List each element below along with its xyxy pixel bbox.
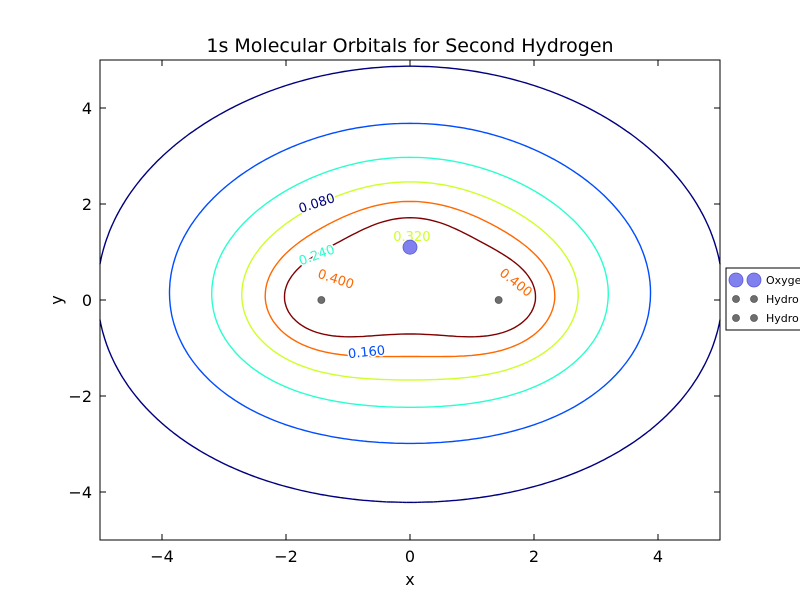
contour-line-1-23 bbox=[99, 65, 721, 265]
y-tick-label: −2 bbox=[68, 387, 92, 406]
atom-marker-hydrogen-3 bbox=[494, 296, 503, 304]
chart-title: 1s Molecular Orbitals for Second Hydroge… bbox=[206, 35, 613, 57]
contour-label-6: 0.400 bbox=[496, 266, 535, 301]
x-tick-label: 2 bbox=[529, 547, 539, 566]
y-tick-label: 2 bbox=[82, 195, 92, 214]
atom-marker-hydrogen-2 bbox=[317, 296, 326, 304]
x-axis-label: x bbox=[405, 570, 414, 589]
contour-line-1-1 bbox=[99, 319, 376, 502]
x-tick-label: 0 bbox=[405, 547, 415, 566]
contour-label-2: 0.160 bbox=[347, 343, 386, 362]
contour-line-6-1 bbox=[283, 216, 537, 338]
legend-marker bbox=[746, 272, 762, 288]
contour-label-1: 0.080 bbox=[297, 191, 337, 217]
contour-label-5: 0.400 bbox=[316, 267, 356, 293]
y-tick-label: 0 bbox=[82, 291, 92, 310]
y-axis-label: y bbox=[47, 295, 66, 304]
legend-marker bbox=[750, 314, 758, 322]
legend-label: Oxyge bbox=[766, 274, 800, 287]
axis-ticks: −4 −2 0 2 4 −4 −2 0 2 4 bbox=[68, 60, 720, 566]
legend-marker bbox=[728, 272, 744, 288]
legend-marker bbox=[750, 295, 758, 303]
y-tick-label: 4 bbox=[82, 99, 92, 118]
atom-marker-oxygen-1 bbox=[402, 239, 418, 255]
legend-label: Hydro bbox=[766, 312, 799, 325]
legend-marker bbox=[732, 314, 740, 322]
contour-line-1-21 bbox=[447, 319, 721, 502]
contour-line-5-1 bbox=[264, 200, 556, 358]
x-tick-label: 4 bbox=[653, 547, 663, 566]
atom-markers bbox=[317, 239, 503, 304]
contour-label-4: 0.320 bbox=[393, 230, 430, 245]
contour-label-3: 0.240 bbox=[297, 242, 337, 269]
contour-line-4-1 bbox=[241, 181, 579, 381]
contour-line-3-1 bbox=[210, 156, 610, 408]
contour-line-2-1 bbox=[168, 122, 652, 445]
x-tick-label: −2 bbox=[274, 547, 298, 566]
contour-lines bbox=[99, 65, 721, 504]
legend-marker bbox=[732, 295, 740, 303]
legend-label: Hydro bbox=[766, 293, 799, 306]
x-tick-label: −4 bbox=[150, 547, 174, 566]
y-tick-label: −4 bbox=[68, 483, 92, 502]
contour-labels: 0.080 0.160 0.240 0.320 0.400 0.400 bbox=[295, 190, 536, 364]
legend: Oxyge Hydro Hydro bbox=[725, 267, 800, 331]
